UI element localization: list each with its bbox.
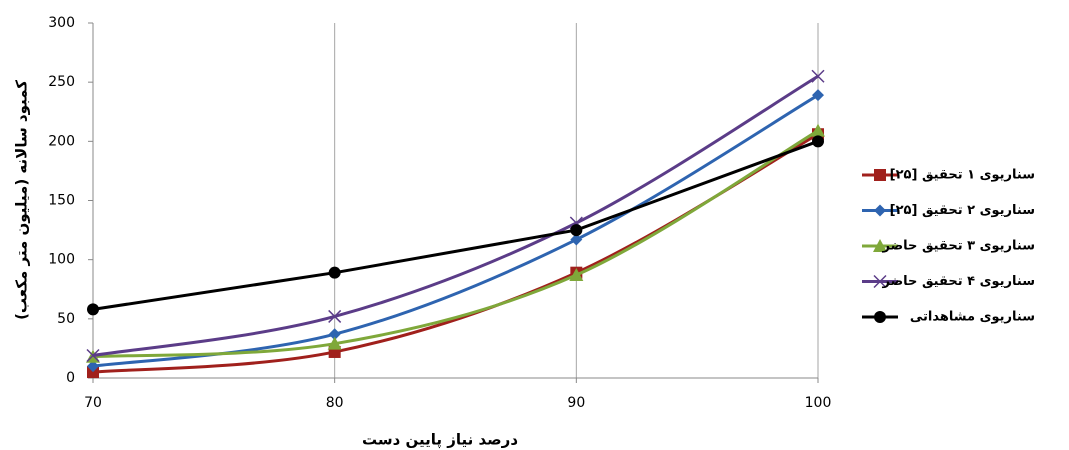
- y-tick-label: 200: [48, 133, 75, 149]
- marker: [811, 69, 825, 83]
- marker: [569, 268, 584, 282]
- y-tick-label: 0: [66, 370, 75, 386]
- marker: [570, 224, 583, 237]
- legend-marker: [873, 239, 887, 252]
- marker: [811, 123, 825, 137]
- x-tick-label: 100: [805, 395, 832, 411]
- y-tick-label: 150: [48, 193, 75, 209]
- marker: [328, 328, 341, 341]
- y-axis-title: کمبود سالانه (میلیون متر مکعب): [13, 80, 31, 320]
- marker: [86, 348, 100, 363]
- marker: [812, 89, 824, 102]
- legend-label: سناریوی ۳ تحقیق حاضر: [882, 239, 1035, 254]
- legend-marker: [874, 204, 886, 217]
- legend-marker: [873, 274, 887, 289]
- legend-marker: [874, 169, 886, 181]
- legend-label: سناریوی ۴ تحقیق حاضر: [882, 274, 1035, 289]
- series-line: [92, 129, 819, 359]
- marker: [812, 135, 824, 148]
- marker: [570, 233, 583, 246]
- series-line: [92, 132, 819, 374]
- y-tick-label: 250: [48, 74, 75, 90]
- legend-label: سناریوی ۱ تحقیق [۲۵]: [890, 168, 1035, 183]
- marker: [328, 266, 341, 279]
- series-line: [92, 93, 819, 368]
- x-tick-label: 70: [84, 395, 102, 411]
- y-tick-label: 50: [57, 311, 75, 327]
- marker: [87, 360, 99, 373]
- y-tick-label: 100: [48, 252, 75, 268]
- marker: [87, 303, 99, 316]
- legend-marker: [874, 311, 886, 323]
- legend-label: سناریوی مشاهداتی: [910, 310, 1035, 325]
- x-tick-label: 80: [326, 395, 344, 411]
- legend-label: سناریوی ۲ تحقیق [۲۵]: [890, 203, 1035, 218]
- series-line: [92, 139, 819, 311]
- marker: [328, 309, 342, 323]
- y-tick-label: 300: [48, 15, 75, 31]
- x-tick-label: 90: [567, 395, 585, 411]
- series-line: [92, 74, 819, 357]
- marker: [327, 336, 342, 350]
- x-axis-title: درصد نیاز پایین دست: [362, 431, 518, 450]
